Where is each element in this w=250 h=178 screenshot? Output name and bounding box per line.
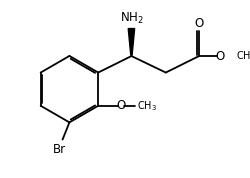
- Text: Br: Br: [52, 143, 66, 156]
- Text: O: O: [116, 99, 126, 112]
- Text: CH$_3$: CH$_3$: [236, 49, 250, 63]
- Text: CH$_3$: CH$_3$: [137, 99, 157, 113]
- Text: O: O: [194, 17, 204, 30]
- Text: NH$_2$: NH$_2$: [120, 11, 143, 26]
- Polygon shape: [128, 28, 135, 55]
- Text: O: O: [215, 49, 224, 62]
